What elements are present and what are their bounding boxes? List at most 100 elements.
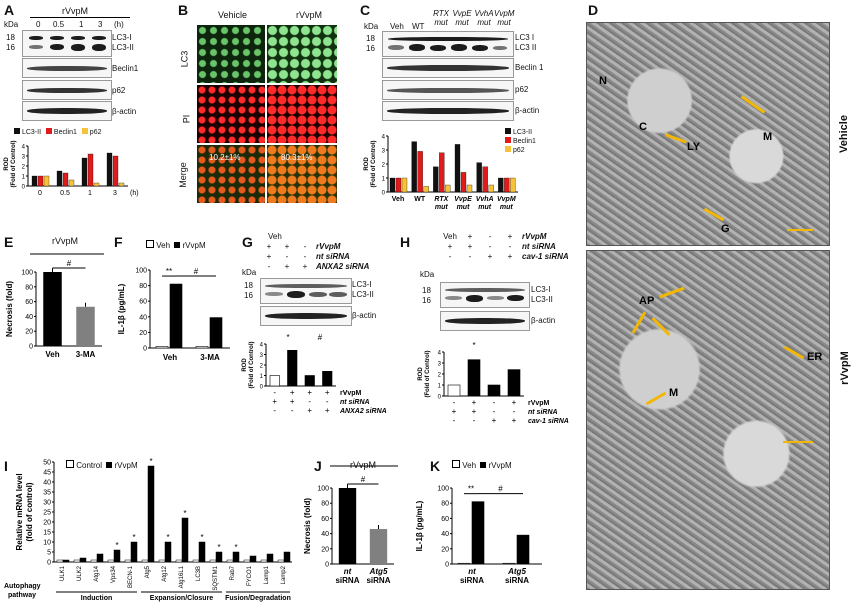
y-tick-label: 4 [438,351,442,357]
bar-lc3-ii [31,175,38,187]
legend-lc3ii: LC3-II [512,129,533,136]
condition-sign: - [303,252,307,261]
legend-swatch-control [66,460,74,468]
legend-swatch-veh [452,460,460,468]
em-rvvpm-image: AP ER M [586,250,830,590]
lc3-blot [382,31,514,57]
condition-sign: + [487,252,493,261]
condition-table-top: + + - rVvpM + - - nt siRNA - + + ANXA2 siRNA [260,242,370,272]
x-tick-label: siRNA [335,576,359,585]
x-tick-label: Atg12 [162,565,168,581]
y-tick-label: 45 [43,470,51,477]
panel-label: F [114,234,123,250]
pi-rvvpm-image [266,84,338,144]
x-tick-label: 0.5 [60,190,70,197]
y-axis-label-2: (Fold of Control) [425,351,431,398]
bar-lc3-ii [81,157,88,187]
x-tick-label: Atg5 [507,567,526,576]
arrow-ap-2 [631,311,647,334]
y-tick-label: 10 [43,540,51,547]
lc3i-label: LC3-I [112,33,132,42]
panel-i: I Control rVvpM 0 5 10 15 20 25 30 35 40 45 50 Rela… [0,438,300,604]
bar-p62 [43,175,50,187]
panel-label: E [4,234,14,250]
bar-control [209,559,217,563]
mark-m: M [763,131,773,143]
x-tick-label: nt [344,567,352,576]
y-tick-label: 100 [317,486,329,493]
y-tick-label: 20 [441,546,449,553]
bar-control [141,559,149,563]
bar-veh [195,346,209,349]
legend: LC3-II Beclin1 p62 [505,128,536,155]
legend-swatch-veh [146,240,154,248]
lane-wt: WT [412,22,425,31]
bar-rvvpm [209,317,223,349]
bar [369,529,388,564]
y-axis-label-2: (Fold of Control) [371,141,377,188]
panel-c: C kDa Veh WT RTX mut VvpE mut VvhA mut V… [360,0,560,215]
sig-mark: * [183,509,186,518]
condition-name: rVvpM [316,242,341,251]
lc3-blot [440,282,530,308]
beclin-blot [22,58,112,78]
condition-sign: Veh [443,232,457,241]
panel-e: E rVvpM 0 20 40 60 80 100 Necrosis (fold) # Veh 3… [0,228,108,378]
bar-rvvpm [516,534,530,565]
y-axis-label-2: (Fold of Control) [11,141,17,188]
y-tick-label: 0 [47,560,51,567]
lane-vvha: VvhA mut [474,9,494,27]
x-tick-label: VvhA [476,196,494,203]
legend-swatch-lc3ii [14,128,20,134]
bar-control [175,559,183,563]
panel-label: K [430,458,441,474]
arrow-m [740,95,766,114]
y-axis-label-2: (fold of control) [25,482,34,541]
condition-sign: + [492,416,497,425]
mw-16: 16 [366,44,375,53]
y-tick-label: 4 [260,343,264,349]
bar-p62 [93,182,100,187]
legend: Veh rVvpM [146,240,206,250]
panel-label: A [4,2,15,18]
y-tick-label: 15 [43,530,51,537]
bar-rvvpm [130,541,138,563]
condition-name: nt siRNA [528,409,558,416]
lane-rtx: RTX mut [433,9,449,27]
y-tick-label: 20 [25,329,33,336]
pathway-label-1: Autophagy [4,583,41,590]
panel-label: D [588,2,599,18]
bar-beclin1 [439,152,445,193]
bar [447,384,461,397]
sig-mark: * [234,543,237,552]
y-tick-label: 1 [260,374,264,380]
arrow-er [783,345,805,360]
arrow-ly [665,133,687,144]
chart-f: 0 20 40 60 80 100 IL-1β (pg/mL) ** # Veh 3-MA [117,267,230,362]
condition-table-top: Veh + - + rVvpM + + - - nt siRNA - - + + cav-1 siRNA [440,232,569,262]
y-axis-label: Necrosis (fold) [303,498,312,554]
panel-a: A rVvpM kDa 0 0.5 1 3 (h) 18 16 LC3-I LC… [0,0,145,200]
y-tick-label: 0 [260,385,264,391]
condition-sign: + [325,406,330,415]
legend-swatch-beclin1 [505,137,511,143]
bar-beclin1 [504,177,510,193]
x-tick-label: 3-MA [76,350,96,359]
x-tick-label: Atg5 [369,567,388,576]
y-tick-label: 20 [43,520,51,527]
x-tick-label: RTX [434,196,449,203]
condition-sign: + [507,252,513,261]
condition-sign: + [507,232,513,241]
scale-bar [787,229,813,231]
mark-n: N [599,75,607,87]
condition-sign: - [326,397,329,406]
bar-rvvpm [198,541,206,563]
x-tick-label: Veh [163,353,177,362]
time-1: 1 [79,20,84,29]
condition-sign: - [493,398,496,407]
legend-p62: p62 [512,147,525,154]
x-unit-label: (h) [130,190,139,197]
y-tick-label: 5 [47,550,51,557]
x-tick-label: 3 [113,190,117,197]
